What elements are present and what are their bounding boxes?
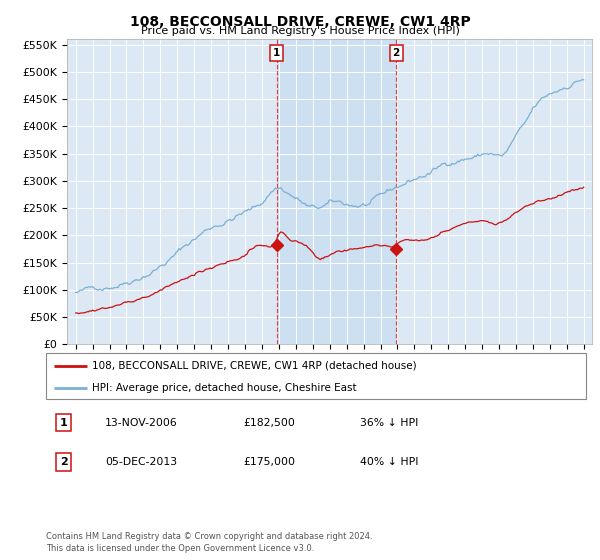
Text: HPI: Average price, detached house, Cheshire East: HPI: Average price, detached house, Ches… — [92, 382, 357, 393]
Text: Price paid vs. HM Land Registry's House Price Index (HPI): Price paid vs. HM Land Registry's House … — [140, 26, 460, 36]
Text: 1: 1 — [60, 418, 67, 428]
Text: 36% ↓ HPI: 36% ↓ HPI — [360, 418, 418, 428]
Text: £175,000: £175,000 — [243, 457, 295, 467]
Text: 1: 1 — [273, 48, 280, 58]
Text: 05-DEC-2013: 05-DEC-2013 — [105, 457, 177, 467]
Text: 40% ↓ HPI: 40% ↓ HPI — [360, 457, 419, 467]
FancyBboxPatch shape — [46, 353, 586, 399]
Text: Contains HM Land Registry data © Crown copyright and database right 2024.
This d: Contains HM Land Registry data © Crown c… — [46, 533, 373, 553]
Text: 108, BECCONSALL DRIVE, CREWE, CW1 4RP (detached house): 108, BECCONSALL DRIVE, CREWE, CW1 4RP (d… — [92, 361, 417, 371]
Text: £182,500: £182,500 — [243, 418, 295, 428]
Text: 2: 2 — [392, 48, 400, 58]
Text: 13-NOV-2006: 13-NOV-2006 — [105, 418, 178, 428]
Text: 108, BECCONSALL DRIVE, CREWE, CW1 4RP: 108, BECCONSALL DRIVE, CREWE, CW1 4RP — [130, 15, 470, 29]
Bar — [277, 39, 396, 344]
Text: 2: 2 — [60, 457, 67, 467]
